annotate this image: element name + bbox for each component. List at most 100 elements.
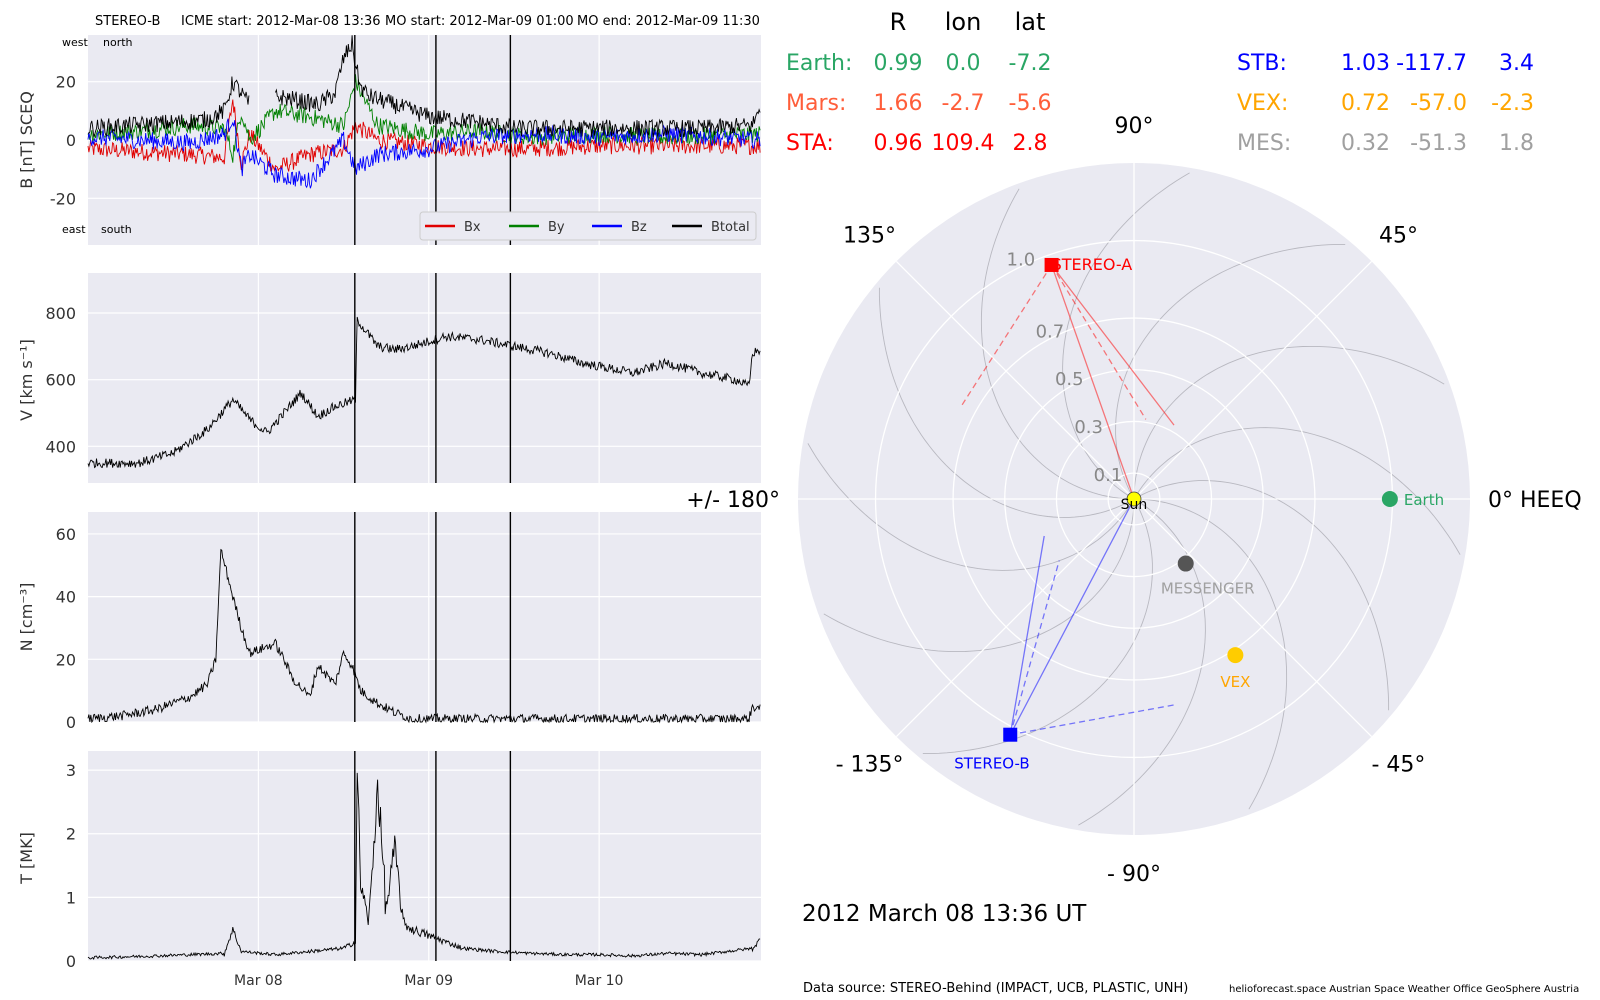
ytick-label: 1 (66, 888, 76, 907)
angle-label: 90° (1115, 114, 1154, 139)
position-row-lat: 3.4 (1499, 51, 1534, 76)
header-mo-end: MO end: 2012-Mar-09 11:30 (577, 14, 760, 29)
ytick-label: 800 (45, 304, 76, 323)
position-row-lat: 2.8 (1013, 131, 1048, 156)
fov-line (1009, 493, 1138, 736)
label-north: north (103, 36, 133, 49)
radial-label: 0.5 (1055, 369, 1084, 390)
angle-label: +/- 180° (686, 488, 780, 513)
header: STEREO-B ICME start: 2012-Mar-08 13:36 M… (95, 14, 760, 29)
col-header-r: R (890, 8, 907, 36)
footer-credits: helioforecast.space Austrian Space Weath… (1229, 984, 1579, 995)
panel-n-background (88, 512, 761, 722)
spiral-line (807, 443, 1132, 571)
spiral-line (1138, 480, 1390, 711)
spiral-line (1115, 243, 1346, 495)
radial-label: 0.7 (1036, 321, 1065, 342)
body-marker-messenger (1177, 555, 1194, 572)
ytick-label: 0 (66, 713, 76, 732)
body-marker-stereo-a (1044, 257, 1059, 272)
series-line-btotal (87, 76, 250, 138)
body-label-messenger: MESSENGER (1161, 580, 1255, 598)
header-icme-start: ICME start: 2012-Mar-08 13:36 (181, 14, 381, 29)
position-row-lon: -2.7 (942, 91, 985, 116)
panel-b-ylabel: B [nT] SCEQ (17, 91, 36, 189)
position-row-r: 0.32 (1341, 131, 1390, 156)
spiral-line (1078, 501, 1206, 826)
position-row-name: STB: (1237, 51, 1287, 76)
position-row-name: STA: (786, 131, 834, 156)
ytick-label: 60 (56, 525, 76, 544)
radial-label: 1.0 (1007, 249, 1036, 270)
position-row-lon: 109.4 (932, 131, 995, 156)
label-south: south (101, 223, 132, 236)
legend-label-by: By (548, 220, 565, 235)
position-row-name: Mars: (786, 91, 846, 116)
ytick-label: 0 (66, 952, 76, 971)
position-row-lon: -117.7 (1396, 51, 1467, 76)
angle-grid-spoke (1133, 498, 1373, 738)
footer-source: Data source: STEREO-Behind (IMPACT, UCB,… (803, 981, 1188, 996)
position-row: VEX: 0.72 -57.0 -2.3 (1237, 91, 1534, 116)
position-row-lon: -57.0 (1410, 91, 1467, 116)
angle-label: 45° (1379, 224, 1418, 249)
body-label-vex: VEX (1220, 673, 1250, 691)
spiral-line (1133, 345, 1445, 494)
angle-grid-spoke (895, 260, 1135, 500)
panel-t-background (88, 751, 761, 961)
legend: Bx By Bz Btotal (419, 211, 757, 241)
legend-label-bz: Bz (631, 220, 647, 235)
fov-line (1009, 560, 1060, 735)
ytick-label: 600 (45, 371, 76, 390)
legend-label-btotal: Btotal (711, 220, 750, 235)
ytick-label: -20 (50, 189, 76, 208)
position-row: MES: 0.32 -51.3 1.8 (1237, 131, 1534, 156)
body-marker-sun (1126, 491, 1142, 507)
ytick-label: 20 (56, 73, 76, 92)
body-label-earth: Earth (1404, 491, 1444, 509)
panel-n: 0 20 40 60 N [cm⁻³] (17, 512, 761, 732)
legend-box (419, 211, 757, 241)
panel-v-background (88, 273, 761, 483)
panel-t-ylabel: T [MK] (17, 832, 36, 885)
position-row: Mars: 1.66 -2.7 -5.6 (786, 91, 1051, 116)
position-row: STB: 1.03 -117.7 3.4 (1237, 51, 1534, 76)
series-line-t (87, 772, 761, 960)
position-row-r: 1.66 (874, 91, 923, 116)
body-label-stereo-a: STEREO-A (1052, 255, 1133, 274)
panel-v-ylabel: V [km s⁻¹] (17, 339, 36, 421)
series-line-n (87, 548, 761, 724)
body-label-sun: Sun (1121, 497, 1148, 513)
angle-label: - 90° (1107, 862, 1161, 887)
xtick-label: Mar 09 (404, 973, 453, 989)
position-row-lat: -7.2 (1009, 51, 1052, 76)
spiral-line (823, 504, 1135, 653)
position-row-name: MES: (1237, 131, 1291, 156)
position-row-r: 0.72 (1341, 91, 1390, 116)
ytick-label: 0 (66, 131, 76, 150)
spiral-line (1136, 427, 1461, 555)
spiral-line (922, 503, 1153, 755)
header-spacecraft: STEREO-B (95, 14, 160, 29)
ytick-label: 40 (56, 588, 76, 607)
body-label-stereo-b: STEREO-B (954, 755, 1029, 773)
position-row-lat: 1.8 (1499, 131, 1534, 156)
position-row-lon: 0.0 (946, 51, 981, 76)
position-row: Earth: 0.99 0.0 -7.2 (786, 51, 1051, 76)
fov-line (1009, 535, 1045, 735)
angle-label: 135° (843, 224, 896, 249)
fov-line (1050, 264, 1137, 504)
panel-n-ylabel: N [cm⁻³] (17, 583, 36, 652)
spiral-line (1062, 172, 1190, 497)
fov-line (960, 264, 1053, 407)
radial-label: 0.3 (1074, 417, 1103, 438)
series-line-btotal (274, 35, 761, 139)
position-row-lat: -2.3 (1491, 91, 1534, 116)
ytick-label: 2 (66, 825, 76, 844)
xtick-label: Mar 08 (234, 973, 283, 989)
body-marker-stereo-b (1003, 727, 1018, 742)
col-header-lat: lat (1015, 8, 1046, 36)
position-row-lat: -5.6 (1009, 91, 1052, 116)
position-row-r: 0.96 (874, 131, 923, 156)
